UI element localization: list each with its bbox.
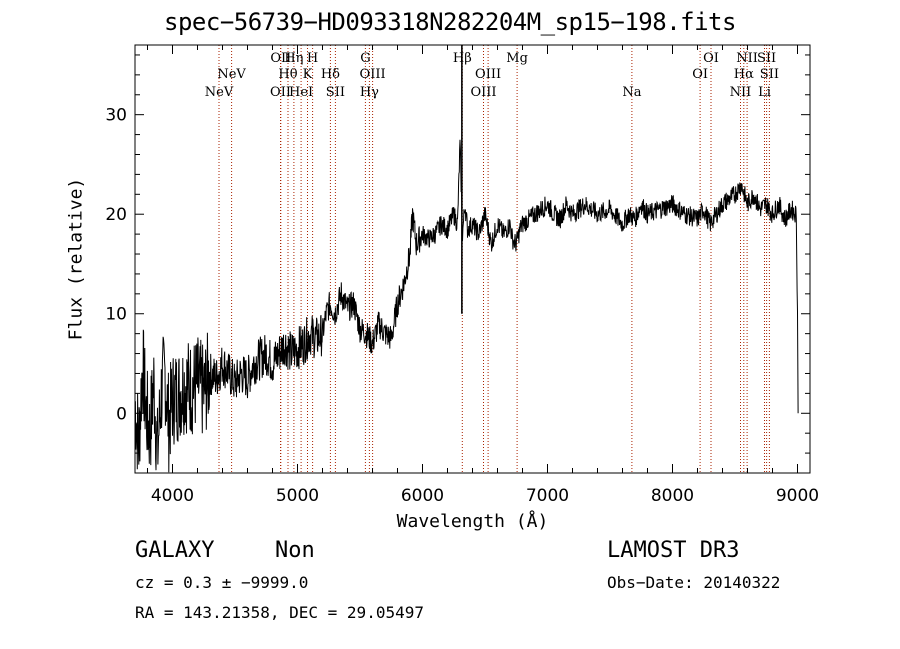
redshift-readout: cz = 0.3 ± −9999.0 bbox=[135, 573, 309, 592]
line-label-4: Hθ bbox=[278, 67, 297, 82]
line-label-3: OII bbox=[270, 51, 291, 66]
line-label-6: HeI bbox=[289, 85, 313, 100]
line-label-5: Hη bbox=[284, 51, 303, 66]
x-tick-label-7000: 7000 bbox=[526, 486, 569, 506]
line-label-8: H bbox=[307, 51, 318, 66]
plot-frame bbox=[134, 44, 811, 474]
line-label-18: Na bbox=[622, 85, 641, 100]
line-label-16: OIII bbox=[475, 67, 501, 82]
x-axis-label: Wavelength (Å) bbox=[396, 511, 549, 532]
spectrum-series bbox=[134, 139, 799, 473]
line-label-20: OI bbox=[703, 51, 719, 66]
line-label-23: NII bbox=[736, 51, 758, 66]
coordinates-readout: RA = 143.21358, DEC = 29.05497 bbox=[135, 603, 424, 622]
line-label-21: NII bbox=[730, 85, 752, 100]
x-tick-label-6000: 6000 bbox=[401, 486, 444, 506]
x-tick-label-5000: 5000 bbox=[276, 486, 319, 506]
line-label-0: NeV bbox=[205, 85, 234, 100]
line-label-26: Li bbox=[758, 85, 771, 100]
line-label-7: K bbox=[303, 67, 313, 82]
line-label-10: SII bbox=[326, 85, 345, 100]
line-label-1: NeV bbox=[217, 67, 246, 82]
x-tick-label-8000: 8000 bbox=[651, 486, 694, 506]
line-label-15: OIII bbox=[470, 85, 496, 100]
line-label-19: OI bbox=[692, 67, 708, 82]
line-label-11: G bbox=[360, 51, 370, 66]
survey-name: LAMOST DR3 bbox=[607, 538, 740, 563]
line-label-9: Hδ bbox=[321, 67, 340, 82]
y-tick-label-20: 20 bbox=[105, 205, 127, 225]
y-tick-label-0: 0 bbox=[116, 404, 127, 424]
line-label-13: Hγ bbox=[360, 85, 379, 100]
x-tick-label-4000: 4000 bbox=[151, 486, 194, 506]
x-tick-label-9000: 9000 bbox=[776, 486, 819, 506]
line-label-17: Mg bbox=[506, 51, 528, 66]
line-label-22: Hα bbox=[734, 67, 754, 82]
y-tick-label-10: 10 bbox=[105, 305, 127, 325]
object-subclass: Non bbox=[275, 538, 315, 563]
y-tick-label-30: 30 bbox=[105, 106, 127, 126]
chart-title: spec−56739−HD093318N282204M_sp15−198.fit… bbox=[164, 8, 736, 36]
line-label-12: OIII bbox=[360, 67, 386, 82]
line-label-24: SII bbox=[757, 51, 776, 66]
line-label-2: OII bbox=[270, 85, 291, 100]
object-class: GALAXY bbox=[135, 538, 215, 563]
observation-date: Obs−Date: 20140322 bbox=[607, 573, 781, 592]
line-label-25: SII bbox=[760, 67, 779, 82]
y-axis-label: Flux (relative) bbox=[65, 177, 87, 341]
